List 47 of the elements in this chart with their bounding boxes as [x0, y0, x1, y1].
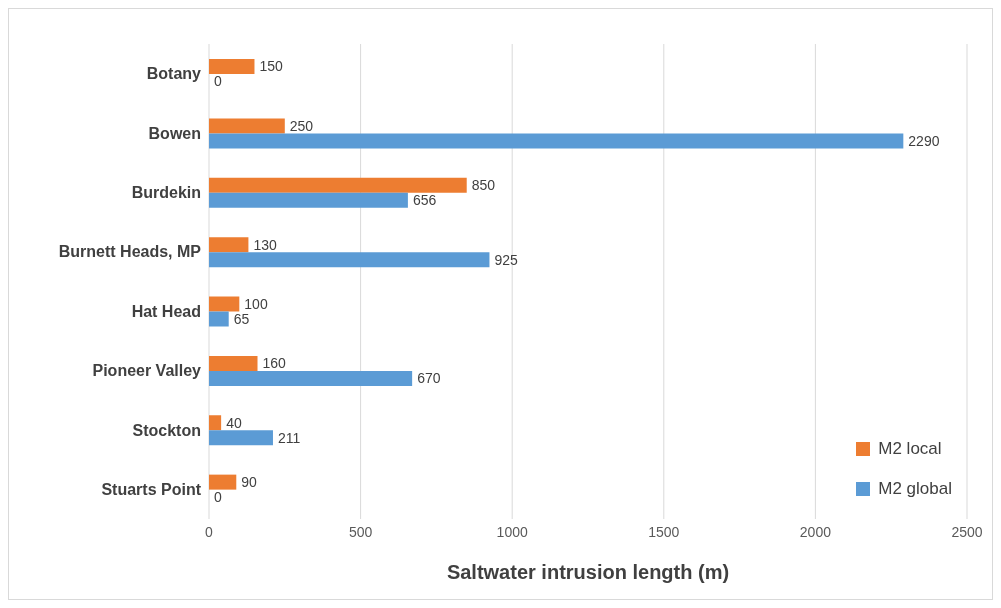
- data-label: 160: [262, 355, 287, 372]
- y-tick-label: Hat Head: [131, 302, 201, 320]
- data-label: 925: [494, 251, 519, 268]
- data-label: 130: [253, 236, 277, 253]
- x-tick-label: 500: [348, 523, 373, 540]
- bar: [209, 118, 285, 134]
- legend-label: M2 global: [878, 479, 952, 499]
- data-label: 211: [277, 429, 301, 446]
- data-label: 670: [417, 370, 441, 387]
- bar: [209, 59, 255, 74]
- data-label: 656: [412, 192, 437, 209]
- x-tick-label: 2000: [799, 523, 832, 540]
- bar: [209, 237, 249, 253]
- bar: [209, 252, 490, 268]
- data-label: 850: [471, 177, 496, 194]
- bar: [209, 192, 408, 208]
- x-tick-label: 1500: [648, 523, 680, 540]
- y-tick-label: Pioneer Valley: [92, 362, 202, 380]
- data-label: 2290: [908, 132, 940, 149]
- bar: [209, 474, 237, 490]
- bar: [209, 430, 273, 446]
- bar: [209, 311, 229, 327]
- data-label: 100: [244, 295, 268, 312]
- data-label: 0: [214, 489, 223, 506]
- y-tick-label: Stuarts Point: [101, 480, 202, 498]
- bar: [209, 415, 222, 431]
- bar: [209, 133, 904, 149]
- x-axis-title: Saltwater intrusion length (m): [446, 561, 730, 583]
- y-tick-label: Botany: [146, 65, 202, 83]
- y-tick-label: Burnett Heads, MP: [58, 243, 202, 261]
- bar: [209, 355, 258, 371]
- data-label: 90: [241, 474, 258, 491]
- data-label: 40: [226, 414, 242, 431]
- y-tick-label: Burdekin: [131, 184, 201, 202]
- data-label: 250: [289, 117, 314, 134]
- x-tick-label: 0: [205, 523, 214, 540]
- y-tick-label: Stockton: [132, 421, 201, 439]
- x-tick-label: 1000: [496, 523, 528, 540]
- bar: [209, 177, 467, 193]
- bar: [209, 370, 413, 386]
- bar: [209, 296, 240, 312]
- y-tick-label: Bowen: [148, 124, 201, 142]
- data-label: 0: [214, 73, 223, 90]
- data-label: 65: [233, 310, 250, 327]
- x-tick-label: 2500: [951, 523, 983, 540]
- legend-label: M2 local: [878, 439, 942, 459]
- data-label: 150: [259, 58, 284, 75]
